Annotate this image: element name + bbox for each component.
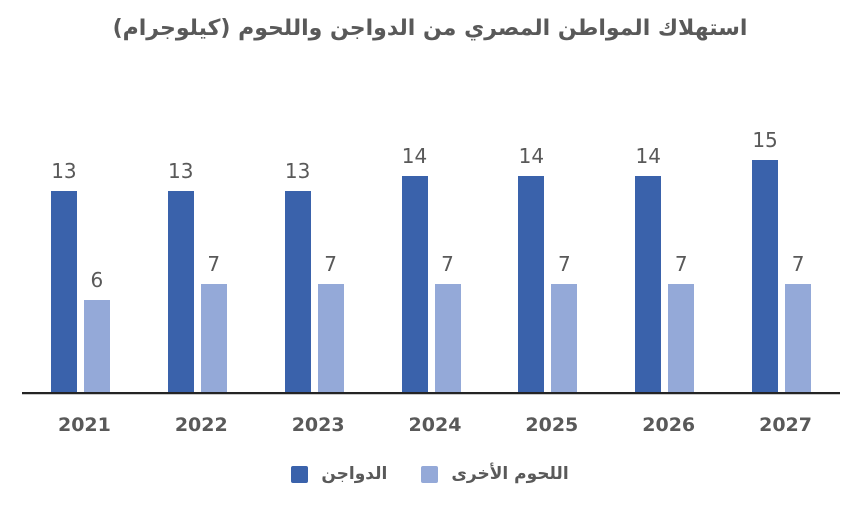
x-axis-label-2021: 2021 bbox=[57, 414, 111, 436]
legend: الدواجن اللحوم الأخرى bbox=[0, 464, 860, 484]
legend-label-poultry: الدواجن bbox=[321, 464, 388, 484]
value-label-other-meats-2027: 7 bbox=[791, 252, 805, 276]
value-label-poultry-2021: 13 bbox=[51, 159, 77, 183]
bar-other-meats-2022 bbox=[200, 284, 227, 393]
x-axis-label-2026: 2026 bbox=[642, 414, 696, 436]
value-label-other-meats-2024: 7 bbox=[441, 252, 454, 276]
bar-other-meats-2023 bbox=[317, 284, 344, 393]
legend-swatch-other-meats bbox=[421, 465, 439, 483]
value-label-other-meats-2026: 7 bbox=[674, 252, 688, 276]
x-axis-label-2024: 2024 bbox=[408, 414, 462, 436]
value-label-poultry-2022: 13 bbox=[168, 159, 194, 183]
bar-poultry-2023 bbox=[284, 191, 311, 393]
bar-other-meats-2021 bbox=[83, 300, 110, 393]
value-label-poultry-2023: 13 bbox=[284, 159, 311, 183]
value-label-other-meats-2022: 7 bbox=[207, 252, 221, 276]
legend-item-poultry: الدواجن bbox=[291, 464, 387, 484]
x-axis-label-2023: 2023 bbox=[291, 414, 345, 436]
value-label-other-meats-2025: 7 bbox=[557, 252, 571, 276]
bar-other-meats-2025 bbox=[551, 284, 578, 393]
value-label-poultry-2025: 14 bbox=[518, 144, 545, 168]
bar-poultry-2026 bbox=[635, 176, 662, 393]
x-axis-label-2027: 2027 bbox=[759, 414, 812, 436]
chart-title: استهلاك المواطن المصري من الدواجن واللحو… bbox=[112, 16, 748, 41]
bar-poultry-2025 bbox=[518, 176, 545, 393]
bar-poultry-2027 bbox=[752, 160, 779, 393]
bar-poultry-2022 bbox=[167, 191, 194, 393]
bar-other-meats-2026 bbox=[668, 284, 695, 393]
bar-poultry-2021 bbox=[50, 191, 77, 393]
value-label-poultry-2026: 14 bbox=[635, 144, 661, 168]
x-axis-line bbox=[22, 392, 840, 394]
legend-item-other-meats: اللحوم الأخرى bbox=[421, 464, 569, 484]
value-label-poultry-2024: 14 bbox=[401, 144, 428, 168]
bar-other-meats-2027 bbox=[785, 284, 812, 393]
x-axis-label-2022: 2022 bbox=[174, 414, 228, 436]
bar-other-meats-2024 bbox=[434, 284, 461, 393]
bar-poultry-2024 bbox=[401, 176, 428, 393]
legend-label-other-meats: اللحوم الأخرى bbox=[451, 464, 569, 484]
value-label-poultry-2027: 15 bbox=[752, 128, 778, 152]
value-label-other-meats-2023: 7 bbox=[324, 252, 337, 276]
value-label-other-meats-2021: 6 bbox=[90, 268, 104, 292]
x-axis-label-2025: 2025 bbox=[525, 414, 579, 436]
legend-swatch-poultry bbox=[291, 465, 309, 483]
